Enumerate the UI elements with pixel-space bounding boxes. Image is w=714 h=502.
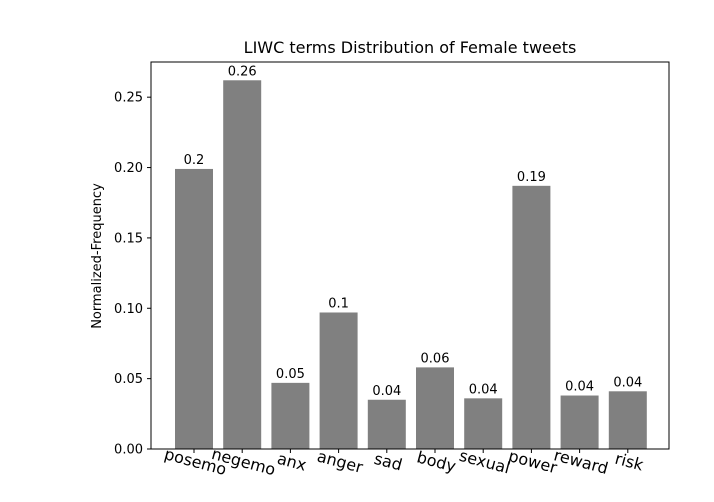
chart-title: LIWC terms Distribution of Female tweets [244,38,577,57]
bar-anger [319,312,358,449]
data-label-sexual: 0.04 [469,382,498,397]
data-label-risk: 0.04 [613,375,642,390]
x-tick-label-risk: risk [613,449,646,475]
bars-layer [175,80,647,449]
plot-frame [150,61,670,450]
x-tick-label-anx: anx [275,449,308,475]
x-tick-label-sad: sad [372,449,404,475]
y-tick-label: 0.20 [114,161,143,176]
y-tick-label: 0.25 [114,91,143,106]
x-tick-label-body: body [415,447,458,476]
data-label-negemo: 0.26 [228,64,257,79]
y-axis-label: Normalized-Frequency [90,183,105,329]
y-tick-label: 0.00 [114,443,143,458]
data-label-posemo: 0.2 [184,153,205,168]
data-label-anger: 0.1 [328,296,349,311]
data-label-reward: 0.04 [565,380,594,395]
axes-layer [150,61,670,450]
data-label-body: 0.06 [421,351,450,366]
data-label-power: 0.19 [517,170,546,185]
bar-body [416,367,454,449]
bar-negemo [223,80,262,449]
y-tick-label: 0.05 [114,372,143,387]
bar-risk [608,391,647,449]
x-tick-label-sexual: sexual [457,446,512,478]
y-tick-label: 0.15 [114,231,143,246]
data-label-anx: 0.05 [276,367,305,382]
bar-sad [367,399,406,449]
bar-anx [271,382,310,449]
x-tick-label-reward: reward [552,445,610,478]
data-label-sad: 0.04 [372,384,401,399]
bar-posemo [175,168,213,449]
data-labels-layer: 0.2 0.26 0.05 0.1 0.04 0.06 0.04 0.19 0.04 0.04 [184,64,643,398]
x-tick-label-anger: anger [315,446,365,477]
bar-sexual [464,398,503,449]
y-ticks-layer: 0.00 0.05 0.10 0.15 0.20 0.25 [114,91,151,458]
bar-power [512,185,551,449]
bar-reward [560,395,599,449]
y-tick-label: 0.10 [114,302,143,317]
